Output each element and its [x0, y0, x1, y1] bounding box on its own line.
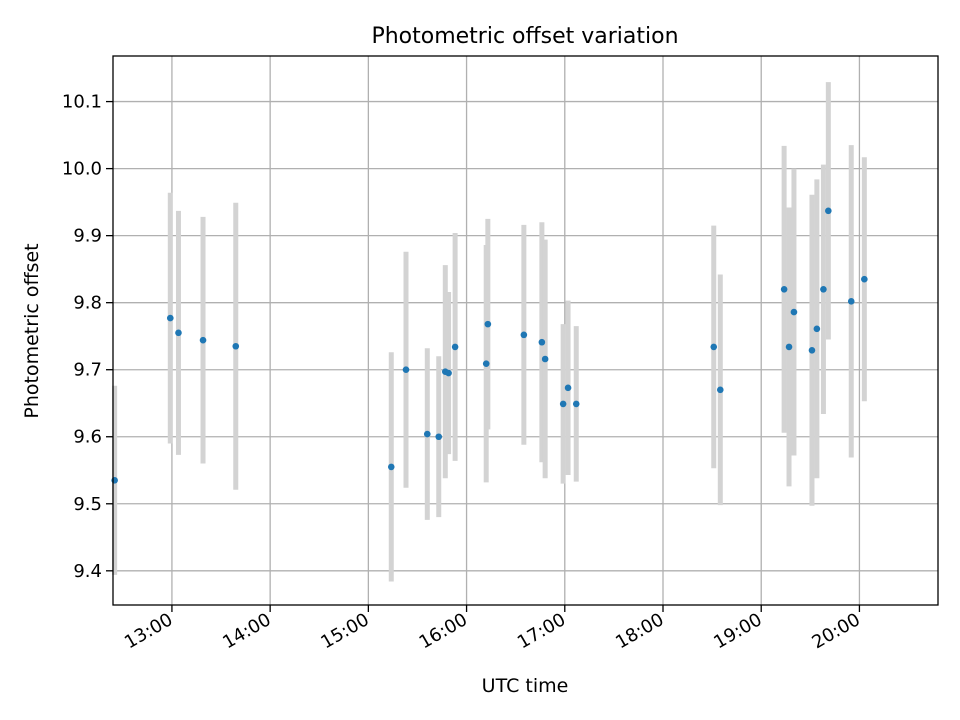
chart-title: Photometric offset variation [371, 24, 678, 49]
data-point [232, 342, 240, 350]
data-point [423, 430, 431, 438]
y-tick-label: 10.0 [62, 159, 102, 180]
y-tick-label: 9.6 [73, 427, 102, 448]
data-point [541, 355, 549, 363]
data-point [780, 285, 788, 293]
x-axis-title: UTC time [482, 675, 569, 697]
data-point [785, 343, 793, 351]
y-tick-label: 9.9 [73, 226, 102, 247]
data-point [813, 325, 821, 333]
data-point [451, 343, 459, 351]
data-point [199, 336, 207, 344]
data-point [847, 298, 855, 305]
y-tick-label: 9.7 [73, 360, 102, 381]
y-tick-label: 9.4 [73, 561, 102, 582]
data-point [482, 360, 490, 367]
data-point [572, 400, 580, 408]
data-point [111, 477, 118, 484]
data-point [808, 346, 816, 354]
data-point [435, 433, 443, 441]
data-point [484, 320, 492, 328]
y-axis-title: Photometric offset [21, 243, 43, 418]
data-point [861, 275, 868, 283]
y-tick-label: 9.8 [73, 293, 102, 314]
data-point [559, 400, 567, 408]
data-point [716, 386, 724, 394]
data-point [402, 366, 410, 374]
y-tick-label: 9.5 [73, 494, 102, 515]
data-point [538, 338, 546, 346]
data-point [166, 314, 174, 322]
data-point [445, 369, 452, 377]
plot-frame [112, 55, 939, 606]
data-point [520, 331, 528, 339]
data-point [820, 285, 827, 293]
data-point [790, 308, 798, 316]
y-tick-label: 10.1 [62, 92, 102, 113]
data-point [175, 329, 182, 337]
data-point [564, 384, 572, 392]
data-point [387, 463, 395, 471]
data-point [710, 343, 718, 351]
data-point [825, 207, 832, 215]
